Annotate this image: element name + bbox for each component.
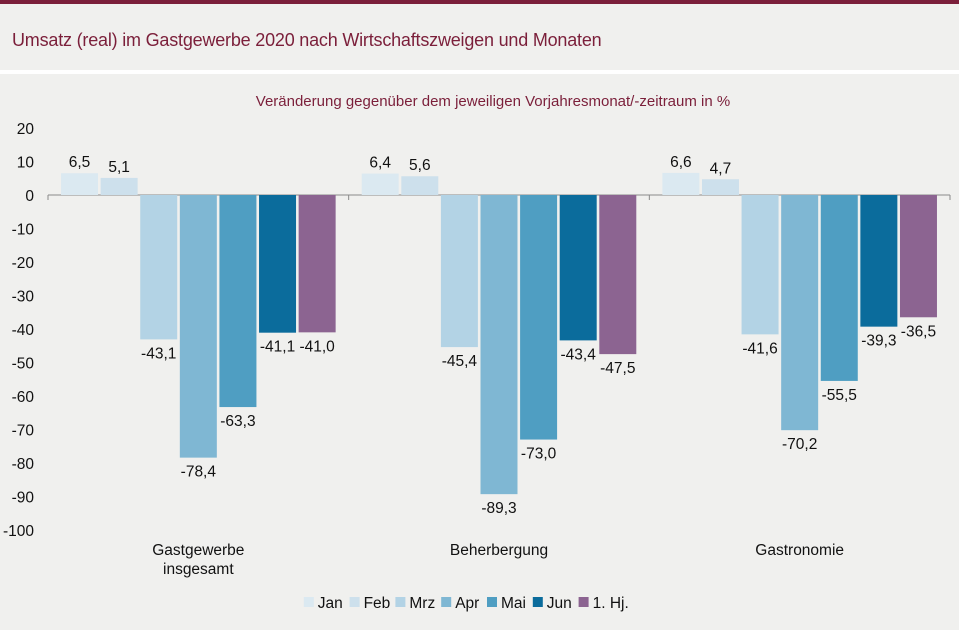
category-label: insgesamt	[163, 561, 234, 578]
bar-mrz	[440, 195, 478, 348]
chart-subtitle: Veränderung gegenüber dem jeweiligen Vor…	[256, 93, 730, 110]
bar-1-hj-	[899, 195, 937, 318]
y-tick-label: -50	[12, 356, 35, 373]
legend-swatch	[532, 597, 543, 607]
bar-chart: Veränderung gegenüber dem jeweiligen Vor…	[3, 93, 951, 612]
y-tick-label: -60	[12, 389, 35, 406]
bar-mai	[820, 195, 858, 381]
bar-jan	[662, 172, 700, 195]
legend-swatch	[578, 597, 589, 607]
data-label: -45,4	[442, 353, 478, 370]
y-tick-label: -40	[12, 322, 35, 339]
y-tick-label: -70	[12, 423, 35, 440]
y-tick-label: 20	[17, 121, 35, 138]
page-title: Umsatz (real) im Gastgewerbe 2020 nach W…	[12, 30, 602, 50]
data-label: 6,6	[670, 154, 692, 171]
data-label: 5,6	[409, 157, 431, 174]
y-tick-label: -80	[12, 456, 35, 473]
data-label: -55,5	[822, 387, 857, 404]
data-label: -63,3	[220, 413, 255, 430]
legend-swatch	[303, 597, 314, 607]
bar-mrz	[140, 195, 178, 340]
bar-mai	[520, 195, 558, 440]
bar-jan	[361, 173, 399, 195]
bar-mrz	[741, 195, 779, 335]
bar-jun	[559, 195, 597, 341]
legend-label: Mrz	[409, 595, 435, 612]
bar-feb	[701, 179, 739, 195]
legend-swatch	[487, 597, 497, 607]
y-tick-label: -100	[3, 523, 34, 540]
data-label: -36,5	[901, 323, 936, 340]
y-tick-label: -10	[12, 222, 35, 239]
category-label: Gastronomie	[755, 542, 844, 559]
legend-swatch	[349, 597, 360, 607]
bar-jun	[259, 195, 297, 333]
data-label: 6,4	[369, 155, 391, 172]
legend-swatch	[441, 597, 452, 607]
bar-feb	[401, 176, 439, 195]
data-label: -47,5	[600, 360, 635, 377]
top-accent-rule	[0, 0, 959, 4]
legend-label: Jun	[547, 595, 572, 612]
data-label: -73,0	[521, 446, 557, 463]
data-label: -78,4	[181, 464, 217, 481]
bar-apr	[179, 195, 217, 458]
category-label: Gastgewerbe	[152, 542, 244, 559]
bar-apr	[480, 195, 518, 495]
legend-label: Apr	[455, 595, 479, 612]
data-label: -41,6	[742, 340, 777, 357]
legend-label: 1. Hj.	[593, 595, 629, 612]
y-tick-label: -20	[12, 255, 35, 272]
y-tick-label: -30	[12, 289, 35, 306]
bar-jun	[860, 195, 898, 327]
legend-label: Feb	[364, 595, 391, 612]
data-label: 6,5	[69, 154, 91, 171]
data-label: -43,1	[141, 345, 176, 362]
category-label: Beherbergung	[450, 542, 548, 559]
data-label: -39,3	[861, 333, 896, 350]
data-label: -70,2	[782, 436, 817, 453]
data-label: -41,0	[299, 338, 335, 355]
bar-1-hj-	[599, 195, 637, 355]
y-tick-label: 10	[17, 155, 35, 172]
data-label: -43,4	[561, 346, 597, 363]
y-tick-label: -90	[12, 490, 35, 507]
title-divider	[0, 70, 959, 74]
bar-apr	[781, 195, 819, 431]
legend-swatch	[395, 597, 406, 607]
legend-label: Jan	[318, 595, 343, 612]
data-label: 4,7	[710, 160, 732, 177]
data-label: -89,3	[481, 500, 516, 517]
y-tick-label: 0	[25, 188, 34, 205]
bar-feb	[100, 177, 138, 195]
bar-mai	[219, 195, 257, 408]
data-label: 5,1	[108, 159, 130, 176]
data-label: -41,1	[260, 339, 295, 356]
bar-jan	[61, 173, 99, 195]
legend-label: Mai	[501, 595, 526, 612]
title-bar: Umsatz (real) im Gastgewerbe 2020 nach W…	[0, 4, 959, 68]
bar-1-hj-	[298, 195, 336, 333]
